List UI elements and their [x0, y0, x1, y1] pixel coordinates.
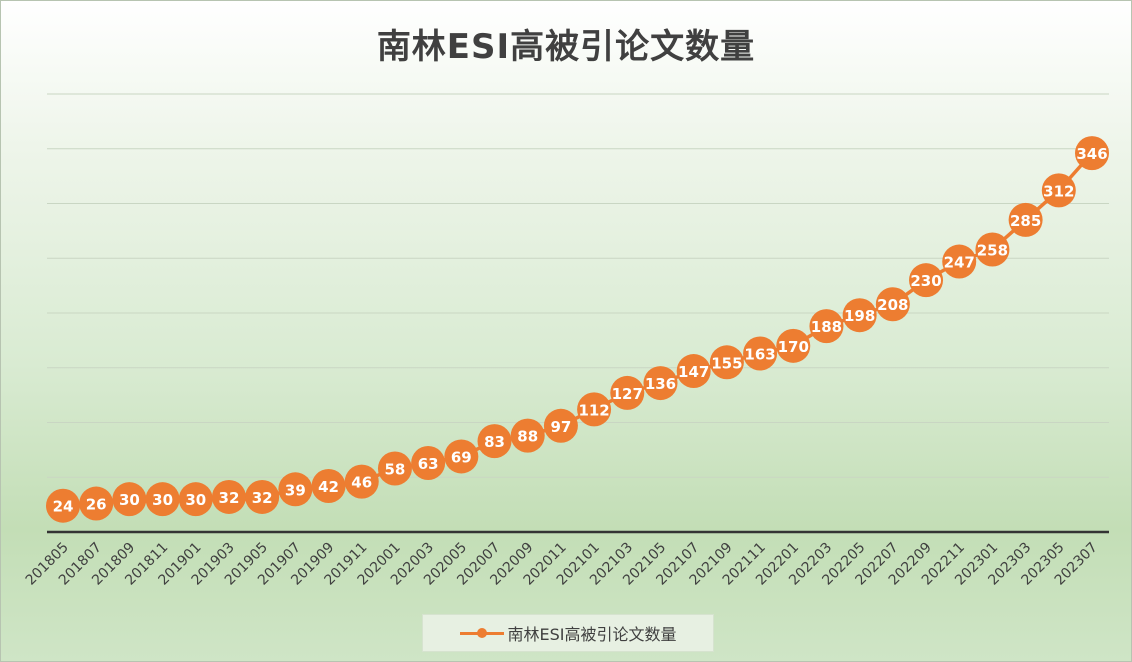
- data-label: 163: [744, 346, 775, 364]
- data-label: 63: [418, 455, 439, 473]
- data-label: 58: [384, 460, 405, 478]
- series-line: [62, 151, 1094, 508]
- data-point: [543, 408, 578, 443]
- data-label: 39: [285, 481, 306, 499]
- data-label: 312: [1043, 182, 1074, 200]
- data-point: [942, 244, 977, 279]
- data-point: [809, 309, 844, 344]
- data-label: 155: [711, 354, 742, 372]
- data-point: [377, 451, 412, 486]
- data-point: [577, 392, 612, 427]
- data-label: 69: [451, 448, 472, 466]
- data-point: [245, 479, 280, 514]
- data-label: 198: [844, 307, 875, 325]
- data-point: [842, 298, 877, 333]
- data-label: 88: [517, 428, 538, 446]
- data-point: [145, 482, 180, 517]
- data-point: [477, 424, 512, 459]
- data-point: [1075, 136, 1109, 171]
- data-label: 83: [484, 433, 505, 451]
- data-point: [510, 418, 545, 453]
- data-label: 127: [612, 385, 643, 403]
- data-label: 32: [219, 489, 240, 507]
- data-point: [311, 469, 346, 504]
- data-point: [643, 366, 678, 401]
- data-point: [610, 375, 645, 410]
- data-label: 30: [152, 491, 173, 509]
- data-point: [776, 328, 811, 363]
- data-point: [112, 482, 147, 517]
- chart-title: 南林ESI高被引论文数量: [376, 27, 756, 67]
- data-label: 24: [53, 498, 74, 516]
- data-point: [743, 336, 778, 371]
- legend-label: 南林ESI高被引论文数量: [507, 625, 677, 644]
- legend-swatch-icon: [459, 627, 504, 639]
- data-label: 170: [778, 338, 809, 356]
- data-label: 285: [1010, 212, 1041, 230]
- data-point: [875, 287, 910, 322]
- data-point: [1008, 202, 1043, 237]
- data-point: [709, 345, 744, 380]
- data-label: 230: [910, 272, 941, 290]
- data-label: 136: [645, 375, 676, 393]
- data-label: 46: [351, 474, 372, 492]
- data-label: 188: [811, 318, 842, 336]
- data-point: [1041, 173, 1076, 208]
- data-point: [411, 446, 446, 481]
- data-label: 346: [1076, 145, 1107, 163]
- data-point: [79, 486, 114, 521]
- data-label: 42: [318, 478, 339, 496]
- data-point: [444, 439, 479, 474]
- data-label: 112: [578, 401, 609, 419]
- data-point: [46, 488, 80, 523]
- data-label: 258: [977, 241, 1008, 259]
- data-point: [975, 232, 1010, 267]
- data-point: [278, 472, 313, 507]
- legend: 南林ESI高被引论文数量: [422, 614, 714, 652]
- data-point: [211, 479, 246, 514]
- data-label: 247: [944, 254, 975, 272]
- data-point: [344, 464, 379, 499]
- data-label: 30: [119, 491, 140, 509]
- data-point: [676, 354, 711, 389]
- data-label: 208: [877, 296, 908, 314]
- data-label: 32: [252, 489, 273, 507]
- data-label: 147: [678, 363, 709, 381]
- data-label: 26: [86, 496, 107, 514]
- data-label: 30: [185, 491, 206, 509]
- data-label: 97: [550, 418, 571, 436]
- data-point: [178, 482, 213, 517]
- data-point: [909, 263, 944, 298]
